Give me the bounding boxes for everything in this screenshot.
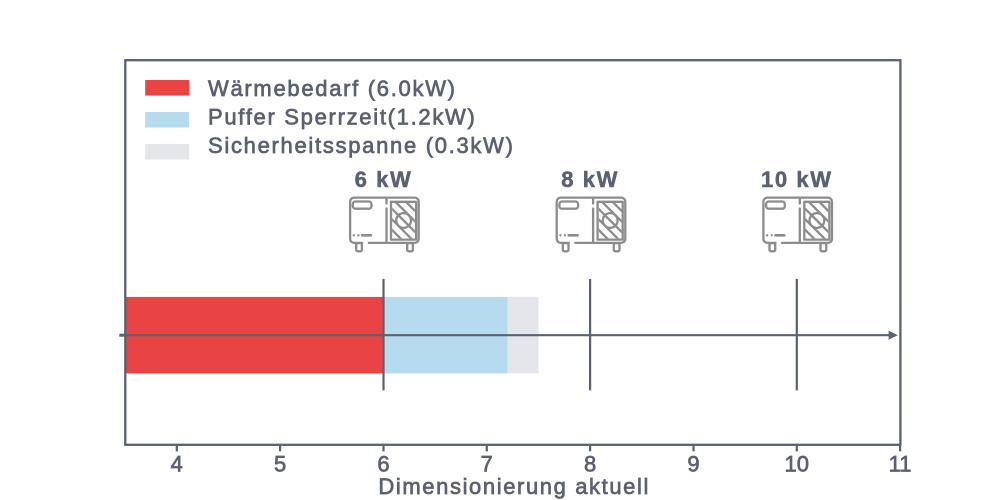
svg-text:Dimensionierung aktuell: Dimensionierung aktuell <box>378 474 650 499</box>
svg-text:Puffer Sperrzeit(1.2kW): Puffer Sperrzeit(1.2kW) <box>208 105 477 130</box>
svg-text:7: 7 <box>481 452 493 477</box>
svg-text:8 kW: 8 kW <box>561 167 619 192</box>
svg-text:10: 10 <box>785 452 809 477</box>
svg-text:Wärmebedarf (6.0kW): Wärmebedarf (6.0kW) <box>208 76 457 101</box>
svg-text:8: 8 <box>584 452 596 477</box>
svg-text:6: 6 <box>377 452 389 477</box>
svg-text:9: 9 <box>687 452 699 477</box>
svg-text:Sicherheitsspanne (0.3kW): Sicherheitsspanne (0.3kW) <box>208 133 515 158</box>
svg-text:4: 4 <box>171 452 183 477</box>
svg-text:5: 5 <box>274 452 286 477</box>
svg-text:6 kW: 6 kW <box>355 167 413 192</box>
svg-text:10 kW: 10 kW <box>761 167 833 192</box>
svg-text:11: 11 <box>889 452 912 477</box>
